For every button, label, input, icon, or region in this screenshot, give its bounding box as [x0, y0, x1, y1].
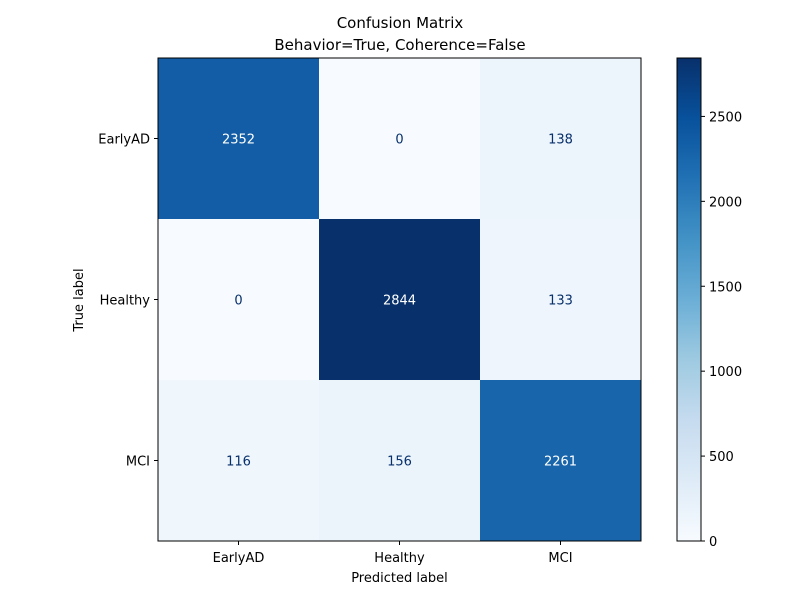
cell-value-label: 2844: [383, 294, 416, 309]
colorbar-tick-label: 0: [709, 535, 717, 550]
heatmap-cell: [158, 219, 320, 381]
heatmap-cell: [319, 58, 481, 220]
x-tick-label: Healthy: [374, 551, 425, 566]
plot-frame: [157, 57, 642, 542]
cell-value-label: 2261: [544, 455, 577, 470]
cell-value-label: 0: [395, 133, 403, 148]
cell-value-label: 156: [387, 455, 412, 470]
colorbar-gradient: [676, 57, 702, 542]
cell-value-labels: 2352 0 138 0 2844 133 116 156 2261: [222, 133, 577, 470]
y-tick-label: EarlyAD: [98, 133, 150, 148]
heatmap-cell: [319, 380, 481, 542]
colorbar-tick-label: 2500: [709, 110, 742, 125]
chart-title: Confusion Matrix: [337, 14, 464, 32]
x-axis-label: Predicted label: [351, 571, 448, 586]
x-axis-ticks: EarlyAD Healthy MCI: [213, 541, 573, 566]
x-tick-label: EarlyAD: [213, 551, 265, 566]
y-tick-label: MCI: [126, 455, 150, 470]
heatmap-cell: [158, 58, 320, 220]
y-axis-label: True label: [72, 268, 87, 332]
cell-value-label: 133: [548, 294, 573, 309]
x-tick-label: MCI: [548, 551, 572, 566]
heatmap-cell: [319, 219, 481, 381]
colorbar-tick-label: 500: [709, 450, 734, 465]
y-tick-label: Healthy: [100, 294, 151, 309]
colorbar-tick-label: 1000: [709, 365, 742, 380]
colorbar-tick-label: 1500: [709, 280, 742, 295]
heatmap-cell: [480, 219, 642, 381]
cell-value-label: 138: [548, 133, 573, 148]
colorbar: 0 500 1000 1500 2000 2500: [676, 57, 742, 550]
y-axis-ticks: EarlyAD Healthy MCI: [98, 133, 158, 470]
cell-value-label: 116: [226, 455, 251, 470]
colorbar-tick-label: 2000: [709, 195, 742, 210]
heatmap-cell: [480, 380, 642, 542]
heatmap-cells: [158, 58, 642, 542]
cell-value-label: 2352: [222, 133, 255, 148]
chart-subtitle: Behavior=True, Coherence=False: [274, 36, 525, 54]
cell-value-label: 0: [234, 294, 242, 309]
heatmap-cell: [158, 380, 320, 542]
heatmap-cell: [480, 58, 642, 220]
